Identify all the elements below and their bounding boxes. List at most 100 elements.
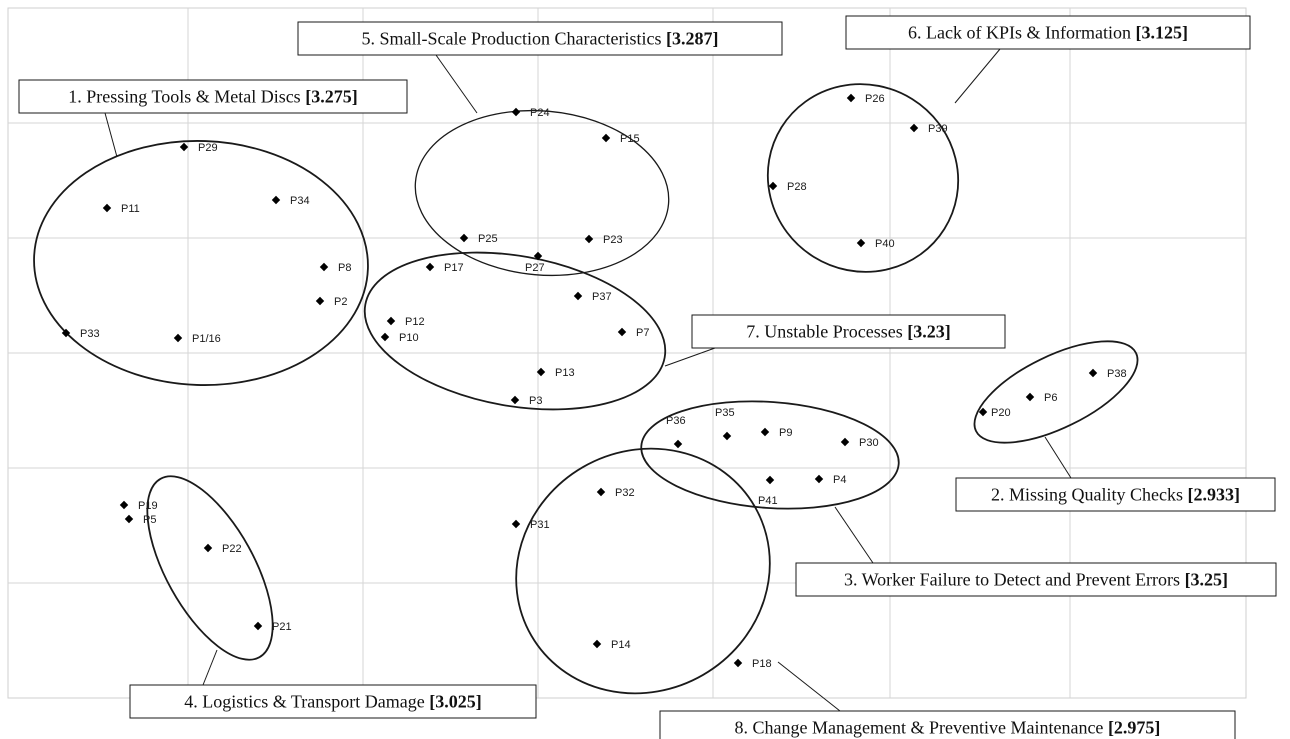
- point-label: P3: [529, 395, 542, 407]
- point-marker-P3: [510, 395, 520, 405]
- point-label: P7: [636, 327, 649, 339]
- leader-line-4: [202, 649, 218, 686]
- point-label: P11: [121, 203, 140, 215]
- point-label: P33: [80, 328, 100, 340]
- point-marker-P41: [765, 475, 775, 485]
- cluster-name: 1. Pressing Tools & Metal Discs: [68, 87, 305, 107]
- point-label: P8: [338, 262, 351, 274]
- point-marker-P10: [380, 332, 390, 342]
- cluster-label-4: 4. Logistics & Transport Damage [3.025]: [184, 692, 482, 712]
- point-label: P21: [272, 621, 292, 633]
- point-label: P41: [758, 495, 778, 507]
- point-marker-P34: [271, 195, 281, 205]
- point-label: P22: [222, 543, 242, 555]
- leader-line-8: [777, 661, 841, 712]
- point-label: P2: [334, 296, 347, 308]
- point-label: P26: [865, 93, 885, 105]
- point-marker-P36: [673, 439, 683, 449]
- point-marker-P39: [909, 123, 919, 133]
- cluster-label-7: 7. Unstable Processes [3.23]: [746, 322, 950, 342]
- point-label: P29: [198, 142, 218, 154]
- cluster-name: 7. Unstable Processes: [746, 322, 907, 342]
- point-marker-P7: [617, 327, 627, 337]
- label-leader-lines: [104, 48, 1072, 712]
- cluster-label-box-8: [659, 710, 1236, 739]
- leader-line-7: [664, 347, 716, 367]
- cluster-label-box-5: [297, 21, 783, 56]
- point-label: P18: [752, 658, 772, 670]
- point-marker-P5: [124, 514, 134, 524]
- point-marker-P35: [722, 431, 732, 441]
- point-marker-P17: [425, 262, 435, 272]
- cluster-name: 6. Lack of KPIs & Information: [908, 23, 1135, 43]
- point-label: P5: [143, 514, 156, 526]
- cluster-ellipse-3: [640, 400, 900, 510]
- point-label: P20: [991, 407, 1011, 419]
- cluster-labels: 1. Pressing Tools & Metal Discs [3.275] 2…: [18, 15, 1277, 739]
- point-label: P1/16: [192, 333, 221, 345]
- point-label: P12: [405, 316, 425, 328]
- cluster-score: [2.933]: [1188, 485, 1241, 505]
- cluster-ellipse-2: [973, 340, 1139, 444]
- point-marker-P8: [319, 262, 329, 272]
- cluster-name: 2. Missing Quality Checks: [991, 485, 1188, 505]
- point-marker-P28: [768, 181, 778, 191]
- point-marker-P6: [1025, 392, 1035, 402]
- data-points: P29 P11 P34 P8 P2 P33 P1/16 P24 P15 P25 P23 P27 P26 P…: [61, 93, 1127, 670]
- cluster-score: [3.125]: [1135, 23, 1188, 43]
- point-marker-P27: [533, 251, 543, 261]
- cluster-label-box-4: [129, 684, 537, 719]
- leader-line-2: [1044, 436, 1072, 479]
- cluster-score: [3.23]: [907, 322, 951, 342]
- point-marker-P25: [459, 233, 469, 243]
- point-label: P32: [615, 487, 635, 499]
- point-label: P38: [1107, 368, 1127, 380]
- cluster-ellipse-6: [766, 83, 960, 273]
- cluster-label-6: 6. Lack of KPIs & Information [3.125]: [908, 23, 1188, 43]
- cluster-label-8: 8. Change Management & Preventive Mainte…: [735, 718, 1161, 738]
- cluster-score: [3.25]: [1185, 570, 1229, 590]
- point-marker-P38: [1088, 368, 1098, 378]
- point-marker-P14: [592, 639, 602, 649]
- point-label: P17: [444, 262, 464, 274]
- point-marker-P24: [511, 107, 521, 117]
- point-marker-P1/16: [173, 333, 183, 343]
- point-label: P10: [399, 332, 419, 344]
- point-marker-P37: [573, 291, 583, 301]
- point-label: P23: [603, 234, 623, 246]
- point-marker-P40: [856, 238, 866, 248]
- point-label: P15: [620, 133, 640, 145]
- cluster-ellipses: [33, 83, 1139, 695]
- point-marker-P2: [315, 296, 325, 306]
- cluster-ellipse-4: [146, 475, 274, 661]
- point-label: P19: [138, 500, 158, 512]
- point-marker-P32: [596, 487, 606, 497]
- point-label: P4: [833, 474, 846, 486]
- point-label: P40: [875, 238, 895, 250]
- point-marker-P4: [814, 474, 824, 484]
- cluster-label-box-1: [18, 79, 408, 114]
- point-label: P25: [478, 233, 498, 245]
- point-label: P37: [592, 291, 612, 303]
- cluster-label-box-6: [845, 15, 1251, 50]
- point-label: P39: [928, 123, 948, 135]
- point-label: P13: [555, 367, 575, 379]
- point-marker-P19: [119, 500, 129, 510]
- cluster-label-5: 5. Small-Scale Production Characteristic…: [362, 29, 719, 49]
- point-marker-P29: [179, 142, 189, 152]
- leader-line-3: [834, 506, 874, 564]
- cluster-score: [3.025]: [429, 692, 482, 712]
- cluster-label-box-7: [691, 314, 1006, 349]
- point-label: P24: [530, 107, 550, 119]
- point-marker-P31: [511, 519, 521, 529]
- point-label: P35: [715, 407, 735, 419]
- cluster-name: 4. Logistics & Transport Damage: [184, 692, 429, 712]
- point-marker-P9: [760, 427, 770, 437]
- cluster-label-box-3: [795, 562, 1277, 597]
- point-label: P36: [666, 415, 686, 427]
- point-label: P28: [787, 181, 807, 193]
- point-marker-P18: [733, 658, 743, 668]
- point-marker-P21: [253, 621, 263, 631]
- point-label: P9: [779, 427, 792, 439]
